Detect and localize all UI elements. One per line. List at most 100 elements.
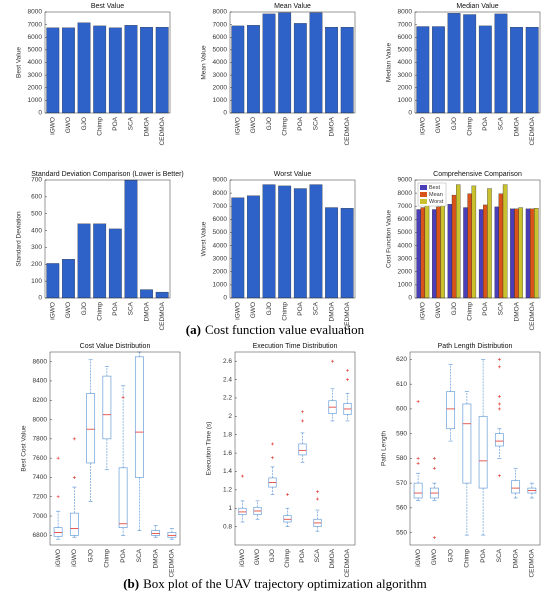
- y-tick-label: 300: [31, 244, 42, 251]
- outlier: [331, 359, 334, 363]
- x-tick-label: SCA: [498, 301, 505, 315]
- bar: [494, 206, 500, 299]
- x-tick-label: DMOA: [513, 116, 520, 136]
- y-tick-label: 7000: [398, 203, 413, 210]
- bar: [483, 204, 488, 299]
- y-tick-label: 8000: [398, 9, 413, 16]
- x-tick-label: POA: [120, 548, 127, 562]
- bar: [463, 14, 477, 114]
- x-tick-label: GWO: [250, 302, 257, 318]
- axes-frame: [49, 351, 181, 546]
- x-tick-label: GJO: [87, 549, 94, 562]
- bar: [108, 27, 122, 114]
- x-tick-label: Chimp: [466, 117, 473, 136]
- outlier: [72, 437, 76, 441]
- bar: [309, 184, 323, 299]
- bar: [534, 208, 539, 299]
- outlier: [316, 490, 319, 494]
- x-tick-label: GJO: [81, 302, 88, 315]
- x-tick-label: DMOA: [328, 116, 335, 136]
- y-tick-label: 3000: [398, 255, 413, 262]
- y-tick-label: 400: [31, 227, 42, 234]
- axes-frame: [229, 11, 356, 114]
- x-tick-label: GWO: [435, 117, 442, 133]
- bar: [140, 289, 153, 299]
- axes-frame: [409, 351, 541, 546]
- bar: [293, 188, 307, 299]
- y-axis-label: Cost Function Value: [386, 210, 393, 268]
- bar: [108, 228, 122, 299]
- bar: [494, 13, 508, 114]
- legend-label: Mean: [429, 192, 443, 198]
- y-tick-label: 5000: [398, 229, 413, 236]
- x-tick-label: GWO: [65, 302, 72, 318]
- y-tick-label: 4000: [213, 242, 228, 249]
- y-tick-label: 7000: [28, 21, 43, 28]
- x-tick-label: DMOA: [328, 301, 335, 321]
- outlier: [56, 456, 60, 460]
- y-tick-label: 7400: [33, 474, 48, 481]
- axes-frame: [414, 11, 541, 114]
- bar: [498, 193, 504, 299]
- y-tick-label: 0.8: [223, 523, 232, 530]
- legend-swatch: [420, 185, 427, 190]
- bar: [436, 206, 441, 299]
- bar: [455, 184, 461, 299]
- x-tick-label: Chimp: [96, 117, 103, 136]
- outlier: [346, 378, 349, 382]
- bar: [262, 13, 276, 114]
- y-tick-label: 610: [396, 381, 407, 388]
- bar: [440, 195, 445, 299]
- caption-b: (b) Box plot of the UAV trajectory optimi…: [123, 576, 427, 591]
- bar: [420, 207, 426, 299]
- x-tick-label: iGWO: [71, 549, 78, 567]
- y-tick-label: 3000: [28, 72, 43, 79]
- bar: [309, 12, 323, 114]
- y-tick-label: 4000: [213, 59, 228, 66]
- legend-swatch: [420, 199, 427, 204]
- y-tick-label: 5000: [398, 47, 413, 54]
- y-axis-label: Worst Value: [201, 221, 208, 256]
- x-tick-label: iGWO: [420, 302, 427, 320]
- y-tick-label: 600: [31, 194, 42, 201]
- bar: [463, 207, 468, 299]
- bar: [62, 27, 75, 114]
- y-tick-label: 600: [396, 406, 407, 413]
- outlier: [121, 395, 125, 399]
- y-tick-label: 590: [396, 430, 407, 437]
- bar: [432, 209, 437, 299]
- chart-title: Median Value: [456, 3, 498, 10]
- x-tick-label: CEDMOA: [529, 116, 536, 145]
- x-tick-label: GJO: [451, 117, 458, 130]
- y-tick-label: 5000: [28, 47, 43, 54]
- x-tick-label: GJO: [447, 549, 454, 562]
- y-tick-label: 2.6: [223, 358, 232, 365]
- caption-text: Box plot of the UAV trajectory optimizat…: [143, 576, 427, 591]
- box: [298, 443, 307, 456]
- y-tick-label: 100: [31, 278, 42, 285]
- outlier: [416, 461, 420, 465]
- y-tick-label: 0: [408, 110, 412, 117]
- box: [151, 530, 161, 536]
- caption-label: (b): [123, 576, 139, 591]
- y-tick-label: 0: [408, 295, 412, 302]
- y-tick-label: 5000: [213, 47, 228, 54]
- bar: [93, 25, 107, 114]
- x-tick-label: CEDMOA: [529, 301, 536, 330]
- box: [478, 415, 488, 489]
- y-tick-label: 8000: [213, 190, 228, 197]
- x-tick-label: DMOA: [152, 548, 159, 568]
- y-tick-label: 0: [38, 295, 42, 302]
- bar: [487, 188, 492, 299]
- outlier: [346, 368, 349, 372]
- y-tick-label: 4000: [28, 59, 43, 66]
- bar: [62, 259, 75, 299]
- axes-frame: [44, 11, 171, 114]
- box: [446, 391, 456, 430]
- x-tick-label: SCA: [136, 548, 143, 562]
- bar: [325, 26, 338, 114]
- outlier: [497, 407, 501, 411]
- bar: [77, 22, 91, 114]
- y-tick-label: 8000: [33, 416, 48, 423]
